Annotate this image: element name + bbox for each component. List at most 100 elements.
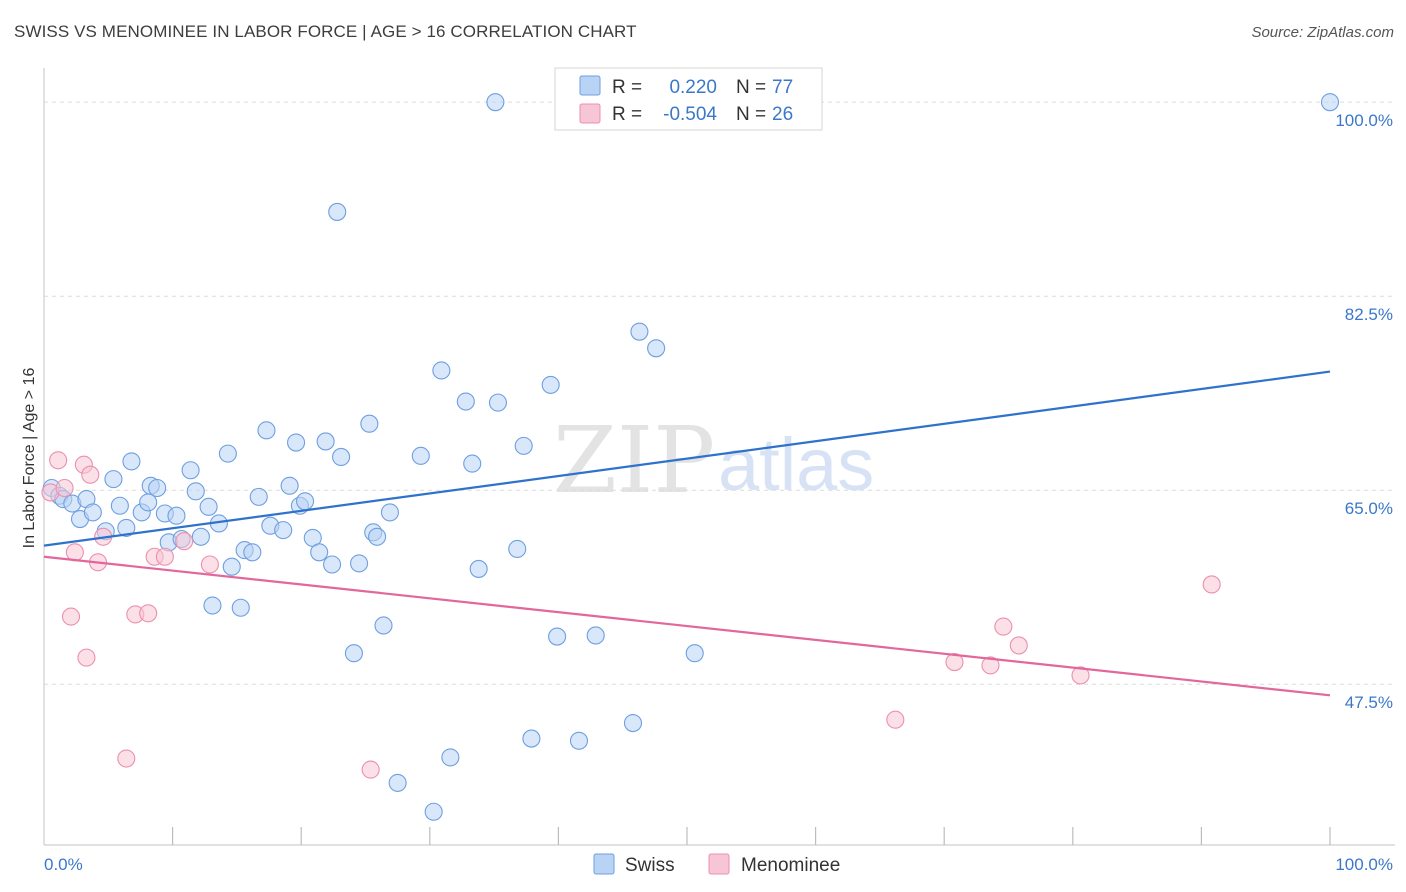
x-axis-ticks bbox=[172, 827, 1331, 845]
menominee-point-12 bbox=[139, 604, 158, 623]
legend-menominee-r-value: -0.504 bbox=[663, 104, 717, 125]
swiss-point-72 bbox=[685, 644, 704, 663]
swiss-point-63 bbox=[514, 436, 533, 455]
series-legend-swiss-swatch bbox=[593, 853, 615, 875]
swiss-point-41 bbox=[316, 432, 335, 451]
swiss-point-27 bbox=[222, 557, 241, 576]
swiss-point-44 bbox=[328, 202, 347, 221]
swiss-point-43 bbox=[332, 447, 351, 467]
swiss-trendline bbox=[43, 370, 1331, 547]
swiss-point-69 bbox=[623, 713, 643, 733]
swiss-point-61 bbox=[488, 393, 508, 412]
swiss-point-10 bbox=[117, 518, 136, 537]
swiss-point-15 bbox=[148, 478, 167, 498]
gridlines bbox=[44, 101, 1395, 685]
menominee-point-21 bbox=[994, 617, 1013, 636]
swiss-point-51 bbox=[380, 503, 399, 522]
y-tick-label-1: 82.5% bbox=[1345, 305, 1393, 324]
swiss-point-68 bbox=[586, 626, 605, 645]
x-tick-label-0: 0.0% bbox=[44, 855, 83, 874]
swiss-point-54 bbox=[424, 802, 443, 821]
swiss-point-32 bbox=[257, 421, 276, 440]
menominee-point-7 bbox=[81, 465, 100, 484]
swiss-point-18 bbox=[167, 506, 186, 525]
swiss-point-60 bbox=[486, 93, 505, 112]
menominee-point-6 bbox=[77, 648, 96, 667]
swiss-point-22 bbox=[191, 527, 210, 546]
swiss-point-40 bbox=[310, 543, 329, 562]
y-tick-label-0: 100.0% bbox=[1335, 111, 1393, 130]
swiss-point-71 bbox=[647, 339, 666, 358]
swiss-point-52 bbox=[388, 773, 407, 792]
series-legend-menominee-swatch bbox=[708, 853, 730, 875]
source-label: Source: ZipAtlas.com bbox=[1251, 24, 1394, 41]
trendlines bbox=[43, 370, 1331, 697]
y-tick-label-3: 47.5% bbox=[1345, 693, 1393, 712]
swiss-point-31 bbox=[249, 487, 268, 506]
swiss-point-42 bbox=[323, 555, 342, 574]
menominee-point-22 bbox=[1009, 636, 1028, 655]
menominee-point-1 bbox=[49, 451, 68, 470]
menominee-point-24 bbox=[1202, 575, 1221, 594]
swiss-point-46 bbox=[350, 554, 369, 573]
swiss-point-58 bbox=[463, 454, 482, 473]
correlation-legend: R = 0.220 N = 77 R = -0.504 N = 26 bbox=[554, 67, 823, 131]
swiss-point-74 bbox=[1320, 93, 1340, 112]
menominee-point-20 bbox=[981, 656, 1000, 675]
menominee-point-10 bbox=[117, 749, 136, 768]
series-legend-menominee-label: Menominee bbox=[741, 855, 840, 876]
swiss-point-11 bbox=[122, 452, 141, 471]
menominee-point-16 bbox=[200, 555, 219, 574]
y-axis-label: In Labor Force | Age > 16 bbox=[21, 368, 38, 549]
menominee-point-3 bbox=[61, 607, 81, 626]
swiss-point-62 bbox=[508, 539, 527, 559]
legend-menominee-n-label: N = bbox=[736, 104, 766, 125]
menominee-point-19 bbox=[945, 653, 964, 672]
legend-swiss-swatch bbox=[579, 75, 601, 96]
swiss-point-57 bbox=[456, 392, 475, 411]
swiss-point-34 bbox=[274, 521, 293, 540]
swiss-points bbox=[42, 93, 1340, 821]
x-tick-label-1: 100.0% bbox=[1335, 855, 1393, 874]
swiss-point-50 bbox=[374, 616, 393, 635]
menominee-point-4 bbox=[65, 543, 84, 562]
swiss-point-24 bbox=[203, 596, 222, 615]
axes bbox=[43, 68, 1395, 846]
y-axis-tick-labels: 100.0% 82.5% 65.0% 47.5% bbox=[1335, 111, 1393, 712]
menominee-point-18 bbox=[886, 710, 905, 729]
swiss-point-56 bbox=[441, 748, 460, 767]
legend-swiss-r-value: 0.220 bbox=[669, 77, 717, 98]
swiss-point-47 bbox=[360, 414, 379, 433]
swiss-point-9 bbox=[110, 496, 129, 515]
swiss-point-35 bbox=[280, 476, 299, 495]
menominee-point-23 bbox=[1071, 666, 1090, 685]
menominee-point-17 bbox=[361, 760, 380, 779]
y-tick-label-2: 65.0% bbox=[1345, 499, 1393, 518]
legend-swiss-n-value: 77 bbox=[772, 77, 793, 98]
menominee-point-14 bbox=[155, 547, 174, 566]
swiss-point-53 bbox=[411, 446, 430, 465]
series-legend: Swiss Menominee bbox=[593, 853, 840, 876]
swiss-point-6 bbox=[83, 503, 102, 522]
swiss-point-55 bbox=[432, 361, 451, 380]
swiss-point-26 bbox=[218, 444, 237, 463]
swiss-point-30 bbox=[243, 543, 262, 562]
swiss-point-70 bbox=[630, 322, 649, 341]
swiss-point-45 bbox=[344, 644, 363, 663]
menominee-points bbox=[41, 451, 1221, 779]
swiss-point-64 bbox=[522, 729, 541, 748]
legend-menominee-swatch bbox=[579, 103, 601, 124]
swiss-point-28 bbox=[231, 598, 250, 617]
legend-menominee-n-value: 26 bbox=[772, 104, 793, 125]
swiss-point-59 bbox=[469, 559, 488, 578]
menominee-point-15 bbox=[175, 532, 194, 551]
chart-title: SWISS VS MENOMINEE IN LABOR FORCE | AGE … bbox=[14, 22, 637, 41]
legend-menominee-r-label: R = bbox=[612, 104, 642, 125]
swiss-point-20 bbox=[181, 461, 200, 480]
swiss-point-23 bbox=[199, 497, 218, 516]
swiss-point-36 bbox=[287, 433, 306, 452]
menominee-trendline bbox=[43, 555, 1331, 697]
swiss-point-67 bbox=[569, 731, 589, 750]
legend-swiss-n-label: N = bbox=[736, 77, 766, 98]
